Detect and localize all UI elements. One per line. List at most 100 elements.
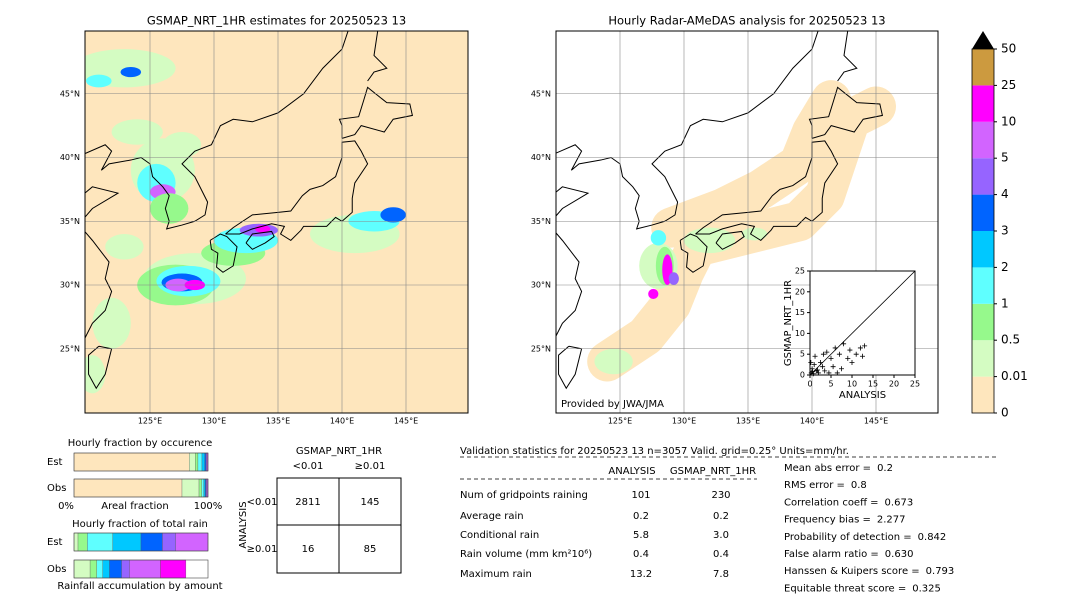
contingency-cell: 85 [364,544,377,555]
lon-label: 130°E [672,417,696,426]
fraction-title: Hourly fraction by occurence [68,438,212,449]
scatter-point [847,347,853,353]
lat-label: 40°N [531,153,551,162]
colorbar-label: 2 [1001,260,1009,274]
map-layer [85,31,468,413]
colorbar-label: 1 [1001,296,1009,310]
lon-label: 125°E [608,417,632,426]
coastline [209,233,238,273]
stats-value: 230 [711,490,730,501]
scatter-point [845,355,851,361]
fraction-segment [201,478,204,498]
colorbar-label: 5 [1001,151,1009,165]
map-background [85,31,468,413]
lon-label: 125°E [138,417,162,426]
score: Correlation coeff = 0.673 [784,497,913,508]
fraction-title: Hourly fraction of total rain [72,519,208,530]
rain-area [668,272,679,285]
score-value: 0.673 [885,497,914,508]
lon-label: 140°E [800,417,824,426]
coastline [245,230,275,250]
bar-label: Obs [47,483,66,494]
fraction-segment [181,478,200,498]
rain-area [380,207,407,223]
score-name: Equitable threat score = [784,583,906,594]
bar-frame [73,559,209,579]
fraction-segment [102,559,110,579]
scatter-point [809,366,815,372]
y-axis-label: GSMAP_NRT_1HR [783,280,794,366]
stats-value: 7.8 [713,569,729,580]
bar-label: Est [47,537,63,548]
score: False alarm ratio = 0.630 [784,549,913,560]
axis-label: 0% [58,501,74,512]
colorbar-label: 10 [1001,114,1016,128]
rain-area [120,66,142,78]
scatter-point [811,362,817,368]
colorbar-segment [972,340,994,377]
rain-area [594,348,633,375]
y-tick-label: 15 [795,308,805,317]
row-label: <0.01 [247,497,278,508]
rain-area [86,74,112,88]
scatter-point [828,355,834,361]
column-label: ≥0.01 [355,461,386,472]
lat-label: 30°N [531,281,551,290]
fraction-segment [87,532,114,552]
scatter-point [839,366,844,372]
score-name: False alarm ratio = [784,549,879,560]
scatter-point [836,351,842,357]
fraction-segment [195,452,199,472]
bar-frame [73,478,209,498]
colorbar-extend [972,31,994,49]
stats-value: 0.2 [713,511,729,522]
coastline [556,186,590,217]
scatter-point [826,370,832,376]
x-tick-label: 25 [910,380,920,389]
colorbar-segment [972,303,994,341]
x-tick-label: 20 [889,380,899,389]
fraction-segment [73,478,183,498]
rain-area [648,288,659,300]
axis-label: 100% [194,501,223,512]
lat-label: 45°N [531,89,551,98]
stats-row-name: Rain volume (mm km²10⁶) [460,549,592,560]
colorbar-segment [972,194,994,231]
rain-area [85,355,106,394]
lat-label: 35°N [531,217,551,226]
bar-frame [73,532,209,552]
bar-label: Obs [47,564,66,575]
colorbar-label: 0.5 [1001,333,1020,347]
scatter-point [860,353,865,359]
scatter-point [808,370,814,376]
rain-area [92,297,131,349]
fraction-segment [73,532,79,552]
contingency-cell: 145 [360,497,379,508]
row-title: ANALYSIS [238,501,249,548]
scatter-point [815,367,821,373]
lat-label: 25°N [60,344,80,353]
colorbar-label: 3 [1001,224,1009,238]
lat-label: 25°N [531,344,551,353]
scatter-point [841,341,847,347]
fraction-segment [203,478,206,498]
scatter-point [862,343,868,349]
scatter-point [810,371,816,377]
score-name: RMS error = [784,480,845,491]
lat-label: 45°N [60,89,80,98]
colorbar-label: 0 [1001,406,1009,420]
stats-row-name: Num of gridpoints raining [460,490,588,501]
y-tick-label: 0 [800,371,805,380]
scatter-point [857,345,863,351]
scatter-point [812,353,818,359]
coastline [715,230,745,250]
scatter-point [853,351,859,357]
score-value: 0.630 [885,549,914,560]
stats-header: Validation statistics for 20250523 13 n=… [460,446,849,457]
axis-label: Areal fraction [101,501,168,512]
scatter-point [820,364,826,370]
column-label: <0.01 [293,461,324,472]
stats-column: ANALYSIS [608,466,655,477]
lon-label: 135°E [736,417,760,426]
fraction-segment [73,559,91,579]
